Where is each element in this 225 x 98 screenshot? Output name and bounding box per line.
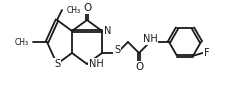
Text: CH₃: CH₃ — [15, 38, 29, 46]
Text: S: S — [54, 59, 60, 69]
Text: N: N — [104, 26, 111, 36]
Text: O: O — [135, 62, 143, 72]
Text: F: F — [204, 48, 210, 58]
Text: NH: NH — [143, 34, 157, 44]
Text: NH: NH — [89, 59, 104, 69]
Text: O: O — [83, 3, 91, 13]
Text: CH₃: CH₃ — [67, 5, 81, 15]
Text: S: S — [114, 45, 120, 55]
